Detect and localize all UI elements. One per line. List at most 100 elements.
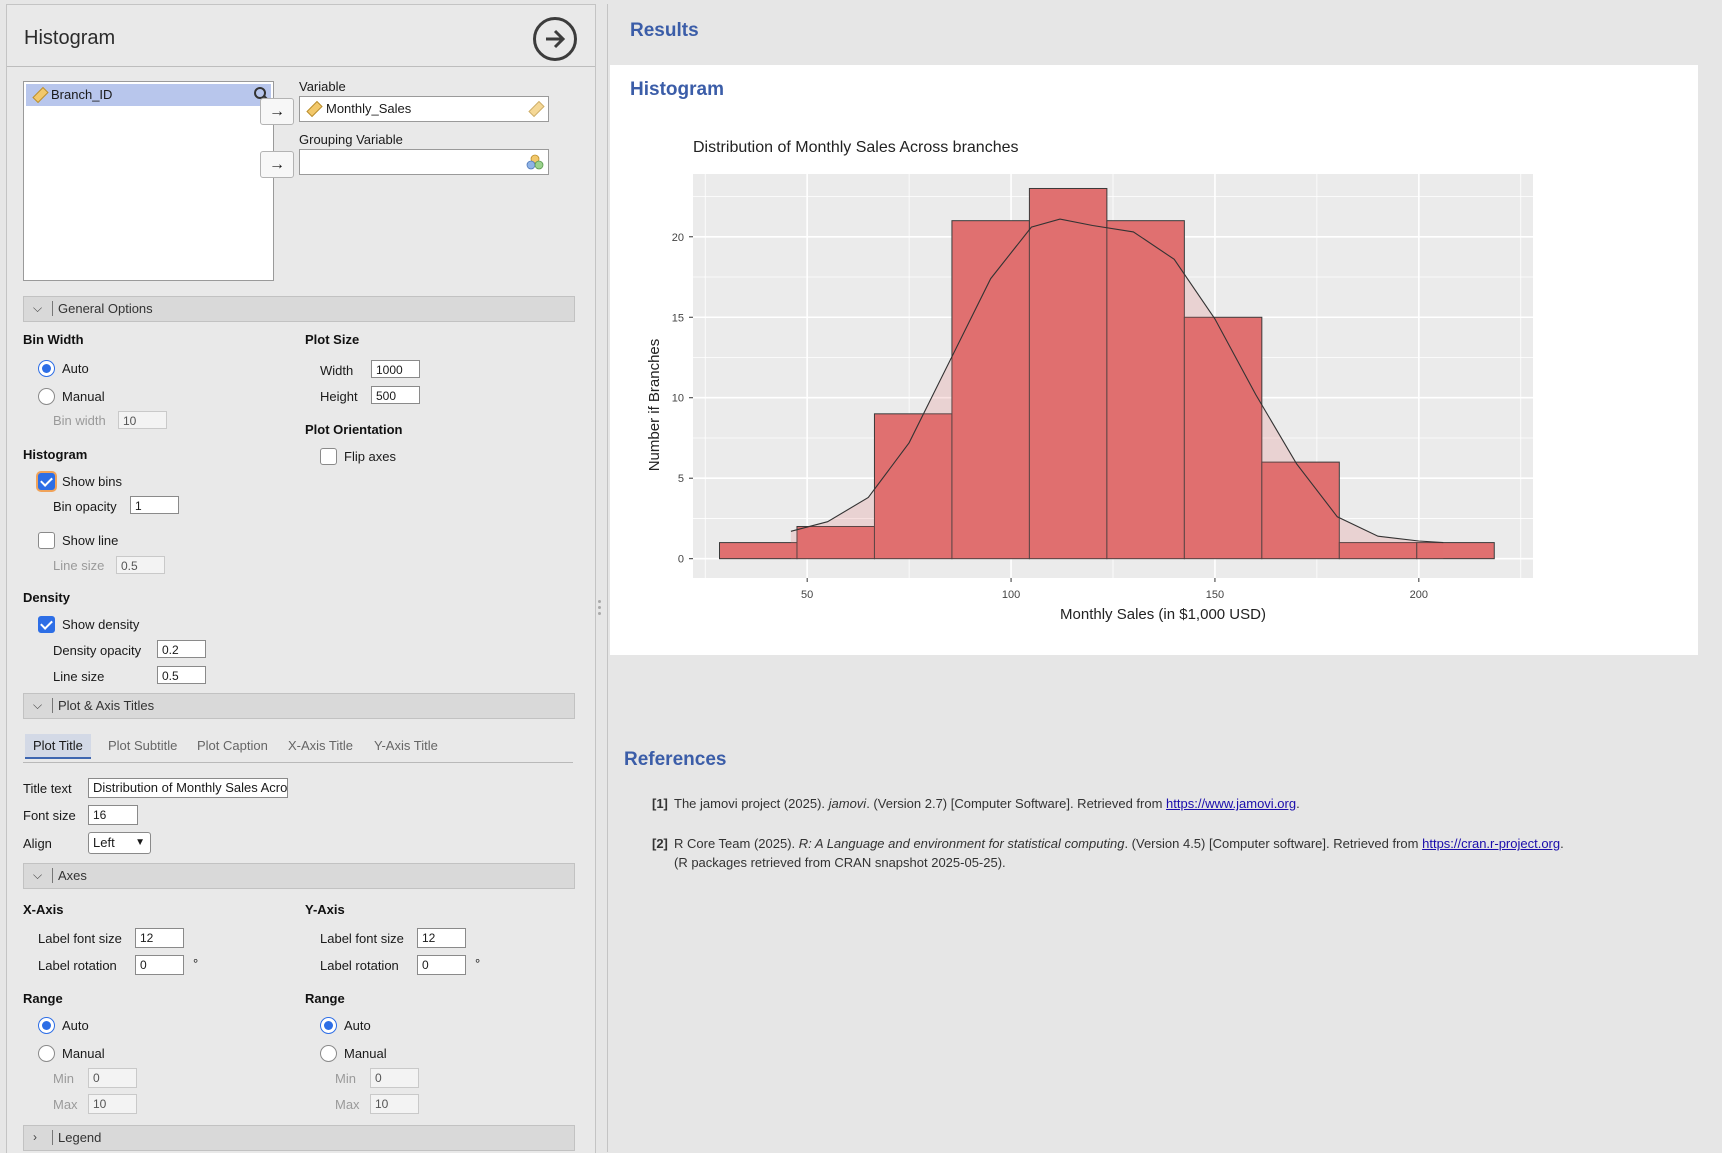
density-line-size-input[interactable]: 0.5	[157, 666, 206, 684]
title-text-input[interactable]: Distribution of Monthly Sales Across bra…	[88, 778, 288, 798]
y-label-font-size-label: Label font size	[320, 931, 404, 946]
histogram-bar-5	[1028, 187, 1108, 560]
tab-x-axis-title[interactable]: X-Axis Title	[288, 738, 354, 753]
reference-details: . (Version 4.5) [Computer software]. Ret…	[1124, 836, 1423, 851]
density-area	[790, 219, 1444, 559]
general-options-section-toggle[interactable]: ⌵ General Options	[23, 296, 575, 322]
align-select[interactable]: Left ▼	[88, 832, 151, 854]
grouping-variable-target-box[interactable]	[299, 149, 549, 175]
x-label-rotation-input[interactable]: 0	[135, 955, 184, 975]
y-label-rotation-input[interactable]: 0	[417, 955, 466, 975]
tab-plot-subtitle[interactable]: Plot Subtitle	[108, 738, 178, 753]
y-tick-label-15: 15	[672, 312, 684, 324]
run-arrow-button[interactable]	[533, 17, 577, 61]
axes-section-toggle[interactable]: ⌵ Axes	[23, 863, 575, 889]
y-label-font-size-input[interactable]: 12	[417, 928, 466, 948]
y-min-label: Min	[335, 1071, 356, 1086]
chevron-right-icon: ›	[33, 1130, 37, 1144]
x-range-manual-radio[interactable]	[38, 1045, 55, 1062]
reference-2-line-2: (R packages retrieved from CRAN snapshot…	[674, 855, 1006, 870]
line-size-input[interactable]: 0.5	[116, 556, 165, 574]
legend-section-toggle[interactable]: › Legend	[23, 1125, 575, 1151]
plot-width-label: Width	[320, 363, 354, 378]
density-opacity-label: Density opacity	[53, 643, 142, 658]
arrow-right-icon	[546, 29, 566, 49]
plot-axis-titles-section-toggle[interactable]: ⌵ Plot & Axis Titles	[23, 693, 575, 719]
y-axis-title: Y-Axis	[305, 902, 345, 917]
density-opacity-input[interactable]: 0.2	[157, 640, 206, 658]
bin-width-input[interactable]: 10	[118, 411, 167, 429]
font-size-input[interactable]: 16	[88, 805, 138, 825]
histogram-bar-7	[1183, 316, 1263, 560]
histogram-bar-2	[796, 525, 875, 560]
reference-link-cran[interactable]: https://cran.r-project.org	[1422, 836, 1561, 851]
x-min-input[interactable]: 0	[88, 1068, 137, 1088]
x-label-font-size-input[interactable]: 12	[135, 928, 184, 948]
y-range-title: Range	[305, 991, 345, 1006]
density-curve-layer	[790, 218, 1444, 559]
x-tick-label-50: 50	[801, 589, 813, 601]
panel-resize-handle[interactable]	[598, 600, 602, 616]
plot-orientation-title: Plot Orientation	[305, 422, 403, 437]
chevron-down-icon: ⌵	[33, 301, 43, 315]
panel-header: Histogram	[7, 5, 595, 67]
plot-size-title: Plot Size	[305, 332, 360, 347]
histogram-bar-1	[719, 542, 798, 560]
x-tick-label-150: 150	[1206, 589, 1224, 601]
x-axis-title: X-Axis	[23, 902, 64, 917]
reference-2: R Core Team (2025). R: A Language and en…	[674, 836, 1564, 851]
reference-link-jamovi[interactable]: https://www.jamovi.org	[1166, 796, 1297, 811]
plot-height-input[interactable]: 500	[371, 386, 420, 404]
degree-symbol: °	[193, 956, 199, 971]
histogram-bars	[719, 187, 1495, 560]
histogram-bar-4	[951, 220, 1030, 560]
section-label: General Options	[58, 301, 153, 316]
ruler-icon	[32, 88, 45, 101]
bin-opacity-input[interactable]: 1	[130, 496, 179, 514]
reference-number: [2]	[652, 836, 668, 851]
tab-plot-title[interactable]: Plot Title	[25, 734, 91, 759]
histogram-bar-8	[1261, 461, 1340, 560]
histogram-bar-6	[1106, 220, 1185, 560]
tab-y-axis-title[interactable]: Y-Axis Title	[374, 738, 438, 753]
reference-end: .	[1560, 836, 1564, 851]
density-options-title: Density	[23, 590, 70, 605]
y-min-input[interactable]: 0	[370, 1068, 419, 1088]
panel-title: Histogram	[24, 27, 116, 49]
show-line-checkbox[interactable]	[38, 532, 55, 549]
y-tick-label-20: 20	[672, 232, 684, 244]
plot-width-input[interactable]: 1000	[371, 360, 420, 378]
flip-axes-label: Flip axes	[344, 449, 397, 464]
show-line-label: Show line	[62, 533, 119, 548]
move-to-variable-button[interactable]: →	[260, 98, 294, 125]
line-size-field-label: Line size	[53, 558, 105, 573]
y-range-auto-label: Auto	[344, 1018, 371, 1033]
options-panel: Histogram Branch_ID → Variable Monthly_S…	[6, 4, 596, 1153]
tab-plot-caption[interactable]: Plot Caption	[197, 738, 268, 753]
x-label-font-size-label: Label font size	[38, 931, 122, 946]
bin-width-auto-radio[interactable]	[38, 360, 55, 377]
variables-list[interactable]: Branch_ID	[23, 81, 274, 281]
y-max-input[interactable]: 10	[370, 1094, 419, 1114]
x-tick-label-100: 100	[1002, 589, 1020, 601]
reference-authors: The jamovi project (2025).	[674, 796, 829, 811]
y-tick-label-5: 5	[678, 473, 684, 485]
x-range-title: Range	[23, 991, 63, 1006]
chart-title: Distribution of Monthly Sales Across bra…	[693, 139, 1018, 156]
show-density-checkbox[interactable]	[38, 616, 55, 633]
move-to-grouping-button[interactable]: →	[260, 151, 294, 178]
section-label: Axes	[58, 868, 87, 883]
y-range-manual-radio[interactable]	[320, 1045, 337, 1062]
variable-target-box[interactable]: Monthly_Sales	[299, 96, 549, 122]
reference-details: . (Version 2.7) [Computer Software]. Ret…	[866, 796, 1167, 811]
variable-item-branch-id[interactable]: Branch_ID	[26, 84, 271, 106]
bin-width-manual-radio[interactable]	[38, 388, 55, 405]
y-range-auto-radio[interactable]	[320, 1017, 337, 1034]
show-bins-checkbox[interactable]	[38, 473, 55, 490]
x-max-input[interactable]: 10	[88, 1094, 137, 1114]
reference-end: .	[1296, 796, 1300, 811]
x-range-auto-radio[interactable]	[38, 1017, 55, 1034]
align-label: Align	[23, 836, 52, 851]
histogram-chart: Distribution of Monthly Sales Across bra…	[646, 139, 1533, 623]
flip-axes-checkbox[interactable]	[320, 448, 337, 465]
